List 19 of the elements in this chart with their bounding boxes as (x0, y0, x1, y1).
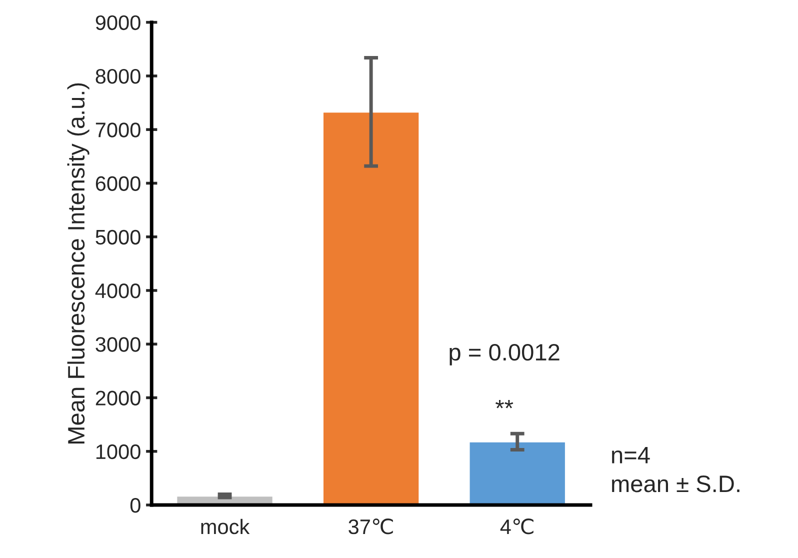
y-tick-label: 0 (130, 498, 140, 513)
y-tick-label: 9000 (96, 15, 140, 30)
x-tick-label: mock (201, 518, 250, 534)
annotation: p = 0.0012 (450, 344, 560, 366)
y-tick-label: 4000 (95, 283, 140, 298)
y-tick-label: 5000 (96, 230, 140, 245)
annotation: ** (496, 400, 514, 408)
y-tick-label: 7000 (96, 122, 140, 138)
text: n=4 mean ± S.D. (612, 446, 740, 492)
x-tick-label: 37℃ (348, 518, 393, 534)
y-tick-label: 1000 (96, 444, 140, 460)
x-tick-label: 4℃ (500, 518, 534, 534)
y-tick-label: 2000 (96, 390, 140, 406)
bar (322, 111, 420, 505)
y-tick-label: 6000 (96, 176, 140, 191)
y-tick-label: 8000 (96, 68, 140, 84)
y-axis-title: Mean Fluorescence Intensity (a.u.) (67, 83, 90, 444)
bar (468, 441, 566, 505)
y-tick-label: 3000 (96, 337, 140, 352)
